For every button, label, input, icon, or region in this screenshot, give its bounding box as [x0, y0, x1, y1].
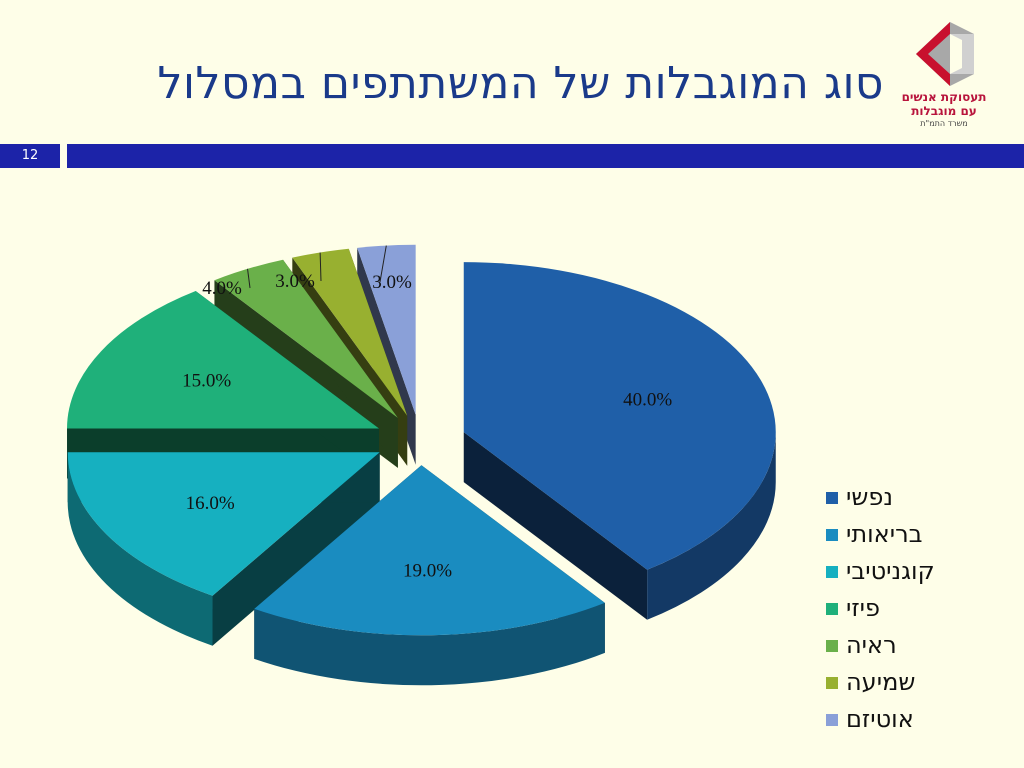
legend-label: בריאותי: [846, 520, 923, 548]
band-gap: [60, 144, 67, 168]
legend-item: ראיה: [820, 628, 1000, 665]
pie-slice-top: [254, 465, 605, 636]
pie-slice-top: [292, 248, 408, 416]
slide-number-box: [0, 144, 60, 168]
ministry-logo: תעסוקת אנשים עם מוגבלות משרד התמ"ת: [894, 14, 994, 128]
logo-text-line1: תעסוקת אנשים: [901, 90, 987, 104]
data-label: 15.0%: [182, 371, 231, 392]
legend-item: נפשי: [820, 480, 1000, 517]
chart-legend: נפשי בריאותי קוגניטיבי פיזי ראיה שמיעה אוטיזם: [820, 480, 1000, 739]
data-label: 4.0%: [202, 278, 242, 299]
legend-item: בריאותי: [820, 517, 1000, 554]
legend-label: שמיעה: [846, 668, 916, 696]
pie-slice-2: [67, 452, 380, 646]
pie-slice-side: [647, 432, 776, 620]
label-leader-line: [379, 245, 387, 283]
legend-swatch: [826, 603, 838, 615]
legend-label: נפשי: [846, 483, 893, 511]
pie-slice-top: [214, 259, 398, 418]
header-band: [67, 144, 1024, 168]
legend-label: אוטיזם: [846, 705, 914, 733]
legend-swatch: [826, 640, 838, 652]
legend-item: אוטיזם: [820, 702, 1000, 739]
page-title: סוג המוגבלות של המשתתפים במסלול: [157, 58, 884, 109]
legend-item: שמיעה: [820, 665, 1000, 702]
legend-label: קוגניטיבי: [846, 557, 935, 585]
pie-slice-top: [67, 452, 380, 596]
data-label: 16.0%: [186, 493, 235, 514]
legend-swatch: [826, 714, 838, 726]
pie-slice-side: [67, 452, 213, 646]
legend-item: פיזי: [820, 591, 1000, 628]
legend-swatch: [826, 492, 838, 504]
legend-label: ראיה: [846, 631, 897, 659]
legend-swatch: [826, 566, 838, 578]
pie-slice-top: [67, 290, 380, 429]
slide-number: 12: [21, 148, 39, 163]
pie-slice-top: [463, 262, 776, 570]
pie-slice-side: [254, 602, 605, 686]
logo-text-line3: משרד התמ"ת: [920, 119, 968, 128]
legend-label: פיזי: [846, 594, 881, 622]
logo-mark-icon: [916, 22, 974, 86]
legend-item: קוגניטיבי: [820, 554, 1000, 591]
legend-swatch: [826, 529, 838, 541]
legend-swatch: [826, 677, 838, 689]
label-leader-line: [319, 252, 322, 282]
pie-slice-wall: [463, 432, 648, 620]
data-label: 40.0%: [623, 390, 672, 411]
pie-slice-1: [254, 465, 605, 686]
data-label: 3.0%: [372, 272, 412, 293]
pie-slice-top: [357, 244, 416, 415]
logo-text-line2: עם מוגבלות: [911, 104, 977, 118]
data-label: 3.0%: [275, 271, 315, 292]
data-label: 19.0%: [403, 561, 452, 582]
pie-slice-0: [463, 262, 776, 620]
label-leader-line: [247, 268, 251, 289]
